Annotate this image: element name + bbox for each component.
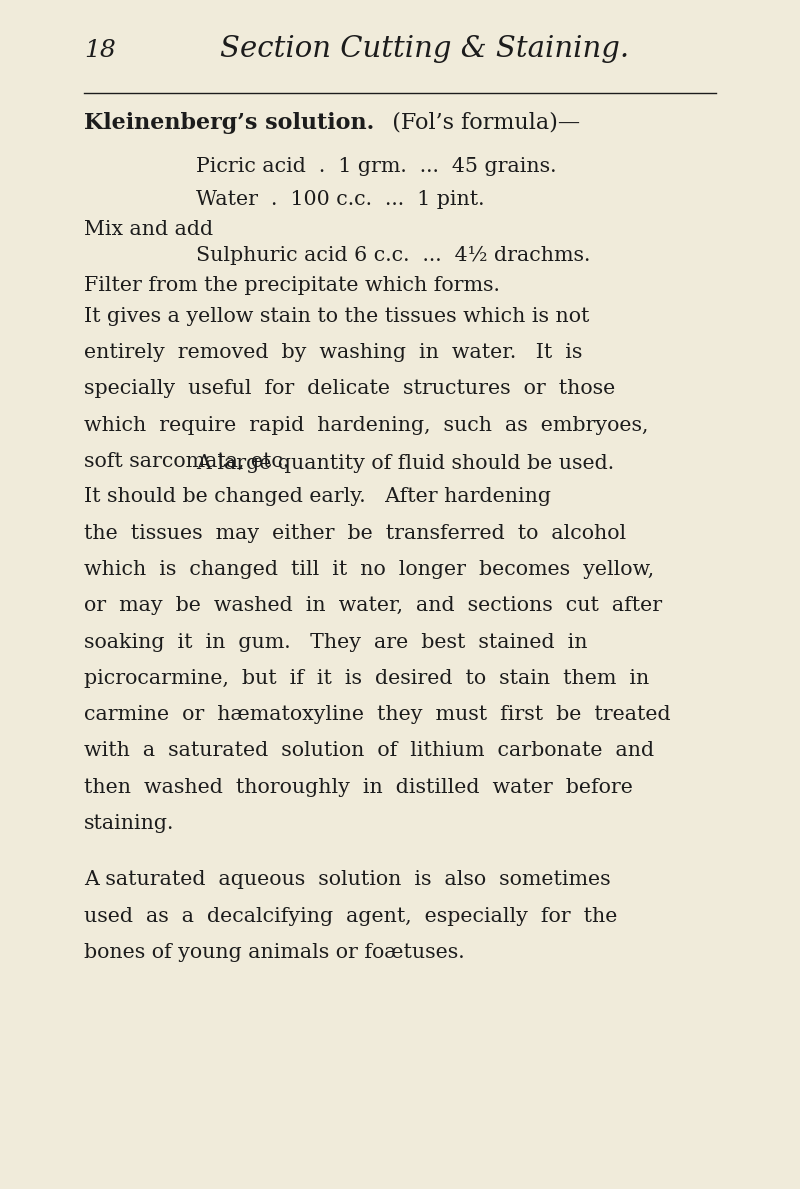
Text: which  require  rapid  hardening,  such  as  embryoes,: which require rapid hardening, such as e…	[84, 416, 648, 434]
Text: Water  .  100 c.c.  ...  1 pint.: Water . 100 c.c. ... 1 pint.	[196, 190, 485, 209]
Text: Picric acid  .  1 grm.  ...  45 grains.: Picric acid . 1 grm. ... 45 grains.	[196, 157, 557, 176]
Text: or  may  be  washed  in  water,  and  sections  cut  after: or may be washed in water, and sections …	[84, 596, 662, 615]
Text: with  a  saturated  solution  of  lithium  carbonate  and: with a saturated solution of lithium car…	[84, 742, 654, 760]
Text: It gives a yellow stain to the tissues which is not: It gives a yellow stain to the tissues w…	[84, 307, 590, 326]
Text: Section Cutting & Staining.: Section Cutting & Staining.	[220, 34, 629, 63]
Text: A saturated  aqueous  solution  is  also  sometimes: A saturated aqueous solution is also som…	[84, 870, 610, 889]
Text: which  is  changed  till  it  no  longer  becomes  yellow,: which is changed till it no longer becom…	[84, 560, 654, 579]
Text: picrocarmine,  but  if  it  is  desired  to  stain  them  in: picrocarmine, but if it is desired to st…	[84, 668, 650, 687]
Text: soft sarcomata, etc.: soft sarcomata, etc.	[84, 452, 290, 471]
Text: (Fol’s formula)—: (Fol’s formula)—	[378, 112, 580, 134]
Text: carmine  or  hæmatoxyline  they  must  first  be  treated: carmine or hæmatoxyline they must first …	[84, 705, 670, 724]
Text: Filter from the precipitate which forms.: Filter from the precipitate which forms.	[84, 276, 500, 295]
Text: specially  useful  for  delicate  structures  or  those: specially useful for delicate structures…	[84, 379, 615, 398]
Text: A large quantity of fluid should be used.: A large quantity of fluid should be used…	[196, 454, 614, 473]
Text: the  tissues  may  either  be  transferred  to  alcohol: the tissues may either be transferred to…	[84, 523, 626, 542]
Text: staining.: staining.	[84, 813, 174, 832]
Text: soaking  it  in  gum.   They  are  best  stained  in: soaking it in gum. They are best stained…	[84, 633, 587, 652]
Text: entirely  removed  by  washing  in  water.   It  is: entirely removed by washing in water. It…	[84, 342, 582, 361]
Text: It should be changed early.   After hardening: It should be changed early. After harden…	[84, 487, 551, 507]
Text: used  as  a  decalcifying  agent,  especially  for  the: used as a decalcifying agent, especially…	[84, 906, 618, 925]
Text: then  washed  thoroughly  in  distilled  water  before: then washed thoroughly in distilled wate…	[84, 778, 633, 797]
Text: Sulphuric acid 6 c.c.  ...  4½ drachms.: Sulphuric acid 6 c.c. ... 4½ drachms.	[196, 246, 590, 265]
Text: Kleinenberg’s solution.: Kleinenberg’s solution.	[84, 112, 374, 134]
Text: Mix and add: Mix and add	[84, 220, 213, 239]
Text: bones of young animals or foætuses.: bones of young animals or foætuses.	[84, 943, 465, 962]
Text: 18: 18	[84, 39, 116, 62]
